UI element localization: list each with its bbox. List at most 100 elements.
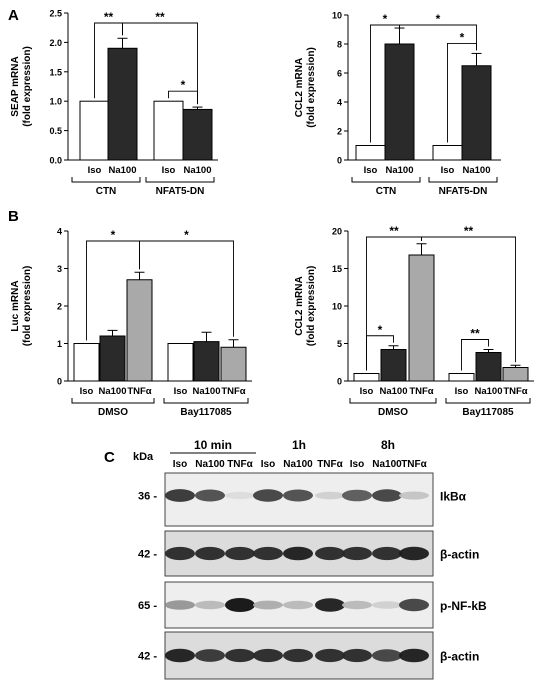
- significance-marker: *: [111, 228, 116, 242]
- bar: [99, 335, 126, 382]
- category-label: Na100: [99, 386, 127, 397]
- blot-row-label: IkBα: [440, 490, 467, 504]
- lane-label: Iso: [173, 459, 187, 470]
- y-tick-label: 15: [332, 264, 342, 274]
- y-tick-label: 10: [332, 302, 342, 312]
- category-label: Iso: [88, 165, 102, 176]
- blot-band: [253, 648, 283, 663]
- y-tick-label: 0: [57, 377, 62, 387]
- panel-label-a: A: [8, 7, 19, 24]
- blot-band: [225, 648, 255, 663]
- blot-band: [253, 489, 283, 502]
- kda-marker: 42 -: [138, 651, 157, 663]
- bar: [448, 373, 475, 382]
- bar: [73, 343, 100, 382]
- y-tick-label: 2: [337, 127, 342, 137]
- group-bracket: [349, 398, 437, 404]
- lane-label: TNFα: [227, 459, 253, 470]
- y-tick-label: 1.0: [49, 97, 62, 107]
- blot-band: [342, 489, 372, 502]
- significance-bracket: [168, 90, 198, 105]
- blot-band: [342, 600, 372, 610]
- group-bracket: [445, 398, 531, 404]
- y-tick-label: 6: [337, 69, 342, 79]
- lane-label: TNFα: [401, 459, 427, 470]
- bar: [502, 367, 529, 382]
- y-axis-label-unit: (fold expression): [306, 47, 317, 128]
- category-label: Na100: [184, 165, 212, 176]
- blot-band: [195, 489, 225, 502]
- group-label: DMSO: [98, 407, 128, 418]
- y-tick-label: 1: [57, 339, 62, 349]
- group-label: Bay117085: [180, 407, 232, 418]
- significance-bracket: [122, 22, 198, 105]
- blot-band: [283, 600, 313, 610]
- blot-row-label: β-actin: [440, 650, 479, 664]
- blot-band: [399, 598, 429, 612]
- significance-marker: *: [378, 323, 383, 337]
- significance-marker: **: [464, 224, 474, 238]
- significance-marker: **: [470, 327, 480, 341]
- blot-band: [372, 489, 402, 502]
- bar: [193, 341, 220, 382]
- blot-band: [372, 546, 402, 561]
- y-tick-label: 0.5: [49, 126, 62, 136]
- significance-marker: *: [460, 30, 465, 44]
- y-axis-label: Luc mRNA: [10, 280, 21, 331]
- panel-label-b: B: [8, 208, 19, 225]
- group-label: CTN: [376, 186, 397, 197]
- bar: [432, 145, 463, 161]
- y-tick-label: 10: [332, 11, 342, 21]
- blot-band: [253, 546, 283, 561]
- blot-band: [165, 600, 195, 610]
- category-label: Na100: [386, 165, 414, 176]
- bar: [408, 254, 435, 382]
- significance-marker: *: [436, 12, 441, 26]
- timepoint-label: 8h: [381, 438, 395, 452]
- category-label: Iso: [364, 165, 378, 176]
- y-tick-label: 1.5: [49, 67, 62, 77]
- blot-band: [225, 546, 255, 561]
- group-label: Bay117085: [462, 407, 514, 418]
- significance-bracket: [461, 339, 489, 371]
- timepoint-label: 10 min: [194, 438, 232, 452]
- significance-marker: **: [104, 10, 114, 24]
- bar: [79, 100, 110, 161]
- y-axis-label-unit: (fold expression): [22, 46, 33, 127]
- bar: [380, 349, 407, 382]
- group-label: NFAT5-DN: [156, 186, 205, 197]
- y-tick-label: 2: [57, 302, 62, 312]
- blot-band: [399, 648, 429, 663]
- panel-label-c: C: [104, 449, 115, 466]
- category-label: TNFα: [503, 386, 527, 397]
- significance-bracket: [139, 240, 234, 337]
- significance-marker: **: [155, 10, 165, 24]
- category-label: Na100: [463, 165, 491, 176]
- kda-marker: 65 -: [138, 600, 157, 612]
- group-bracket: [163, 398, 249, 404]
- blot-band: [225, 598, 255, 612]
- y-tick-label: 2.5: [49, 9, 62, 19]
- category-label: Na100: [380, 386, 408, 397]
- blot-band: [399, 546, 429, 561]
- bar: [461, 65, 492, 161]
- blot-band: [372, 649, 402, 662]
- blot-row-label: p-NF-kB: [440, 599, 487, 613]
- significance-marker: *: [184, 228, 189, 242]
- blot-band: [315, 546, 345, 561]
- blot-band: [283, 489, 313, 502]
- bar: [107, 47, 138, 161]
- bar: [220, 346, 247, 382]
- blot-band: [283, 546, 313, 561]
- bar: [353, 373, 380, 382]
- lane-label: TNFα: [317, 459, 343, 470]
- group-label: DMSO: [378, 407, 408, 418]
- category-label: Na100: [193, 386, 221, 397]
- blot-band: [372, 601, 402, 609]
- y-tick-label: 3: [57, 264, 62, 274]
- blot-band: [195, 546, 225, 561]
- group-bracket: [71, 398, 155, 404]
- timepoint-label: 1h: [292, 438, 306, 452]
- blot-band: [165, 489, 195, 502]
